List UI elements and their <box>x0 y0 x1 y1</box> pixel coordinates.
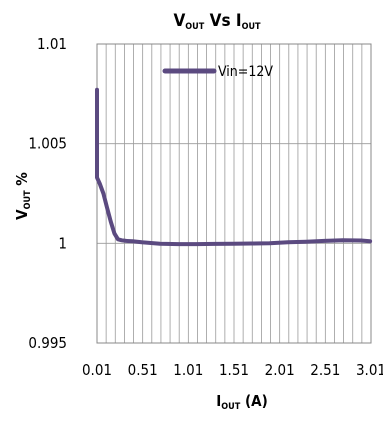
x-tick-labels: 0.01 0.51 1.01 1.51 2.01 2.51 3.01 <box>82 361 383 379</box>
series-layer <box>95 87 373 247</box>
legend-label-vin-12v: Vin=12V <box>218 64 273 80</box>
y-tick-label: 1 <box>58 234 67 252</box>
x-tick-label: 0.51 <box>128 361 158 379</box>
x-tick-label: 1.01 <box>173 361 203 379</box>
x-tick-label: 3.01 <box>356 361 383 379</box>
y-tick-label: 1.01 <box>37 35 67 53</box>
x-tick-label: 2.51 <box>310 361 340 379</box>
y-tick-label: 1.005 <box>28 135 67 153</box>
legend: Vin=12V <box>162 64 273 80</box>
minor-gridlines <box>105 44 363 343</box>
y-tick-label: 0.995 <box>28 334 67 352</box>
x-tick-label: 1.51 <box>219 361 249 379</box>
x-tick-label: 2.01 <box>265 361 295 379</box>
y-axis-label: VOUT % <box>13 172 33 220</box>
series-line-vin-12v <box>95 87 373 247</box>
x-tick-label: 0.01 <box>82 361 112 379</box>
chart-title: VOUT Vs IOUT <box>173 11 261 32</box>
x-axis-label: IOUT (A) <box>216 392 268 412</box>
y-tick-labels: 0.995 1 1.005 1.01 <box>28 35 67 352</box>
plot-area <box>96 43 372 344</box>
